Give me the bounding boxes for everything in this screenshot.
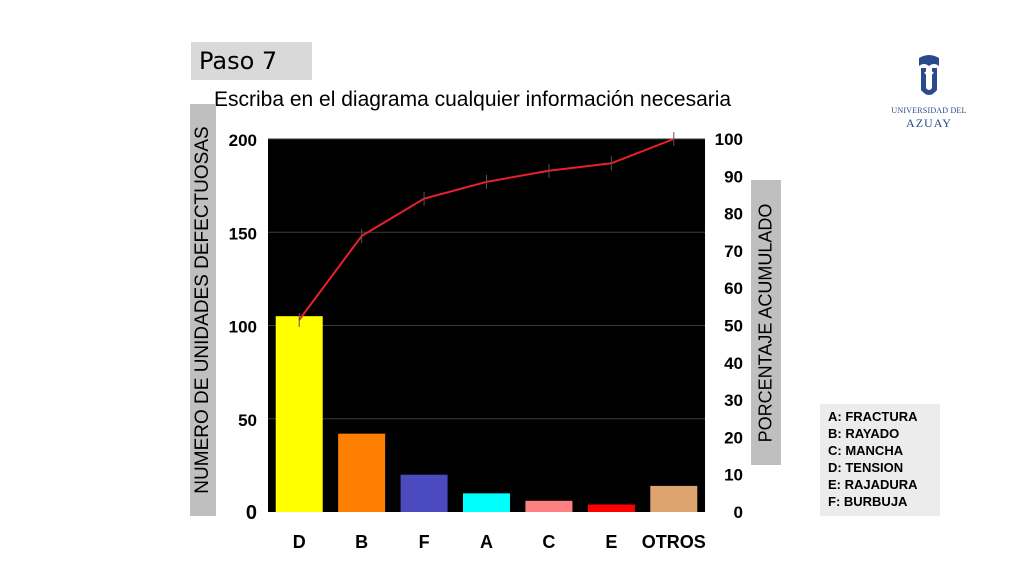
y-tick-right: 30 <box>724 391 743 410</box>
y-axis-label-left-box: NUMERO DE UNIDADES DEFECTUOSAS <box>190 104 216 516</box>
left-axis-ticks: 0 50 100 150 200 <box>229 131 257 524</box>
y-tick-right: 70 <box>724 242 743 261</box>
logo-text-line1: UNIVERSIDAD DEL <box>891 106 967 115</box>
category-label: F <box>419 532 430 552</box>
y-tick-right: 60 <box>724 279 743 298</box>
legend-item: A: FRACTURA <box>828 409 918 424</box>
bar-d <box>275 316 323 512</box>
y-tick-right: 20 <box>724 428 743 447</box>
bar-otros <box>650 485 698 512</box>
y-tick-right: 90 <box>724 167 743 186</box>
legend-item: C: MANCHA <box>828 443 904 458</box>
bar-b <box>338 433 386 512</box>
y-tick-right: 40 <box>724 354 743 373</box>
category-labels: D B F A C E OTROS <box>293 532 706 552</box>
legend-item: F: BURBUJA <box>828 494 908 509</box>
y-tick-left: 200 <box>229 131 257 150</box>
legend-item: E: RAJADURA <box>828 477 918 492</box>
y-tick-left: 0 <box>246 502 257 524</box>
y-tick-left: 50 <box>238 411 257 430</box>
defect-legend: A: FRACTURA B: RAYADO C: MANCHA D: TENSION E… <box>820 404 940 516</box>
bar-c <box>525 500 573 512</box>
category-label: D <box>293 532 306 552</box>
y-tick-right: 80 <box>724 205 743 224</box>
university-logo: UNIVERSIDAD DEL AZUAY <box>886 50 972 134</box>
gridlines <box>268 138 705 420</box>
bars <box>275 316 698 512</box>
bar-f <box>400 474 448 512</box>
category-label: C <box>542 532 555 552</box>
y-tick-left: 150 <box>229 224 257 243</box>
step-title: Paso 7 <box>191 42 312 80</box>
y-tick-right: 10 <box>724 466 743 485</box>
university-emblem-icon <box>919 55 939 95</box>
slide-subtitle: Escriba en el diagrama cualquier informa… <box>214 88 732 111</box>
category-label: A <box>480 532 493 552</box>
category-label: OTROS <box>642 532 706 552</box>
y-tick-left: 100 <box>229 318 257 337</box>
right-axis-ticks: 0 10 20 30 40 50 60 70 80 90 100 <box>715 130 743 522</box>
cumulative-line-layer <box>298 132 675 327</box>
legend-item: D: TENSION <box>828 460 904 475</box>
y-axis-label-right-box: PORCENTAJE ACUMULADO <box>751 180 781 465</box>
y-tick-right: 100 <box>715 130 743 149</box>
logo-text-line2: AZUAY <box>906 116 952 130</box>
bar-e <box>587 504 635 512</box>
y-tick-right: 0 <box>734 503 743 522</box>
legend-item: B: RAYADO <box>828 426 900 441</box>
y-tick-right: 50 <box>724 317 743 336</box>
category-label: B <box>355 532 368 552</box>
category-label: E <box>605 532 617 552</box>
bar-a <box>463 493 510 512</box>
